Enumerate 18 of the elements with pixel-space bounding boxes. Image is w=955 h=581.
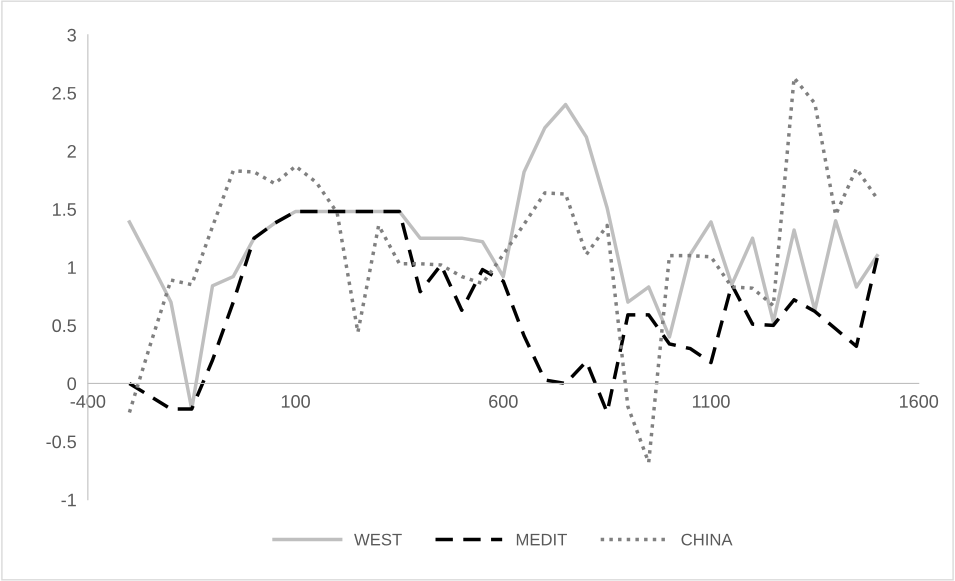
x-tick-label: 100 <box>282 395 310 408</box>
y-tick-label: 1 <box>68 261 76 274</box>
legend-label: WEST <box>354 534 402 546</box>
legend-label: MEDIT <box>516 534 567 546</box>
y-tick-label: -1 <box>62 494 76 506</box>
x-tick-label: 600 <box>489 395 518 408</box>
x-tick-label: 1600 <box>900 395 938 408</box>
y-tick-label: -0.5 <box>46 435 76 448</box>
y-tick-label: 0.5 <box>52 319 76 332</box>
y-tick-label: 2 <box>68 144 76 158</box>
y-tick-label: 3 <box>67 28 76 42</box>
y-tick-label: 1.5 <box>53 203 76 216</box>
y-tick-label: 0 <box>67 377 76 390</box>
x-tick-label: -400 <box>70 395 106 408</box>
y-tick-label: 2.5 <box>52 86 76 100</box>
line-series <box>128 76 879 464</box>
x-tick-label: 1100 <box>692 395 730 408</box>
legend-label: CHINA <box>682 534 733 546</box>
